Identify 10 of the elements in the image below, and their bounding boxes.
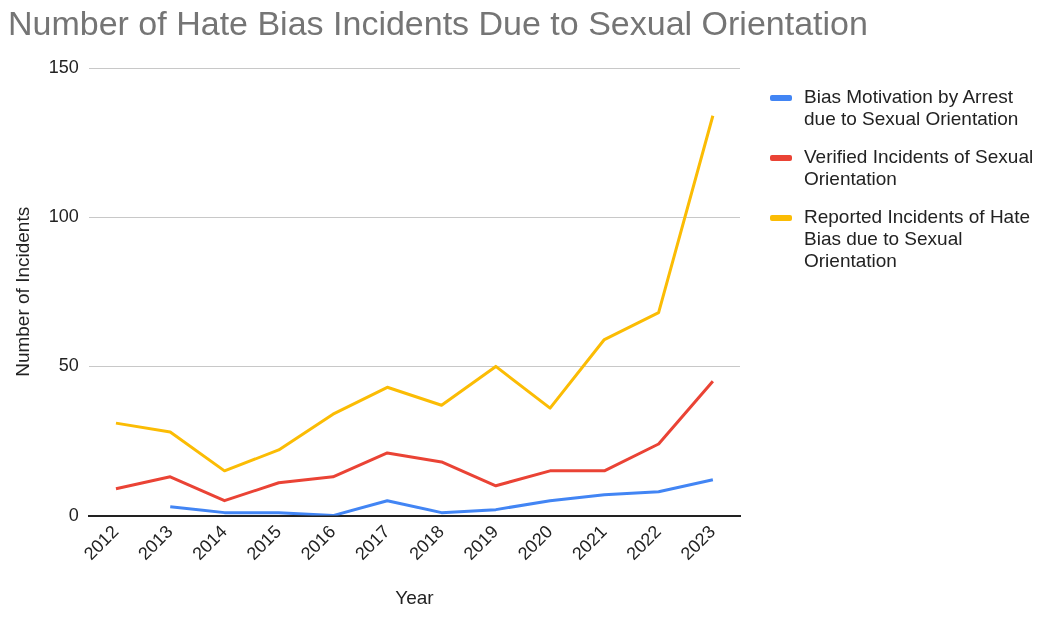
y-tick-label: 0 [68,504,79,525]
legend-label: Reported Incidents of Hate Bias due to Sexual Orientation [804,206,1032,272]
x-axis-title: Year [395,586,435,608]
y-axis-title: Number of Incidents [11,206,33,377]
legend-label: Verified Incidents of Sexual Orientation [804,146,1035,190]
y-tick-label: 150 [48,56,79,77]
y-tick-label: 100 [48,206,79,227]
chart-title: Number of Hate Bias Incidents Due to Sexual Orientation [8,4,868,43]
legend-label: Bias Motivation by Arrest due to Sexual Orientation [804,86,1020,130]
y-tick-label: 50 [58,355,79,376]
